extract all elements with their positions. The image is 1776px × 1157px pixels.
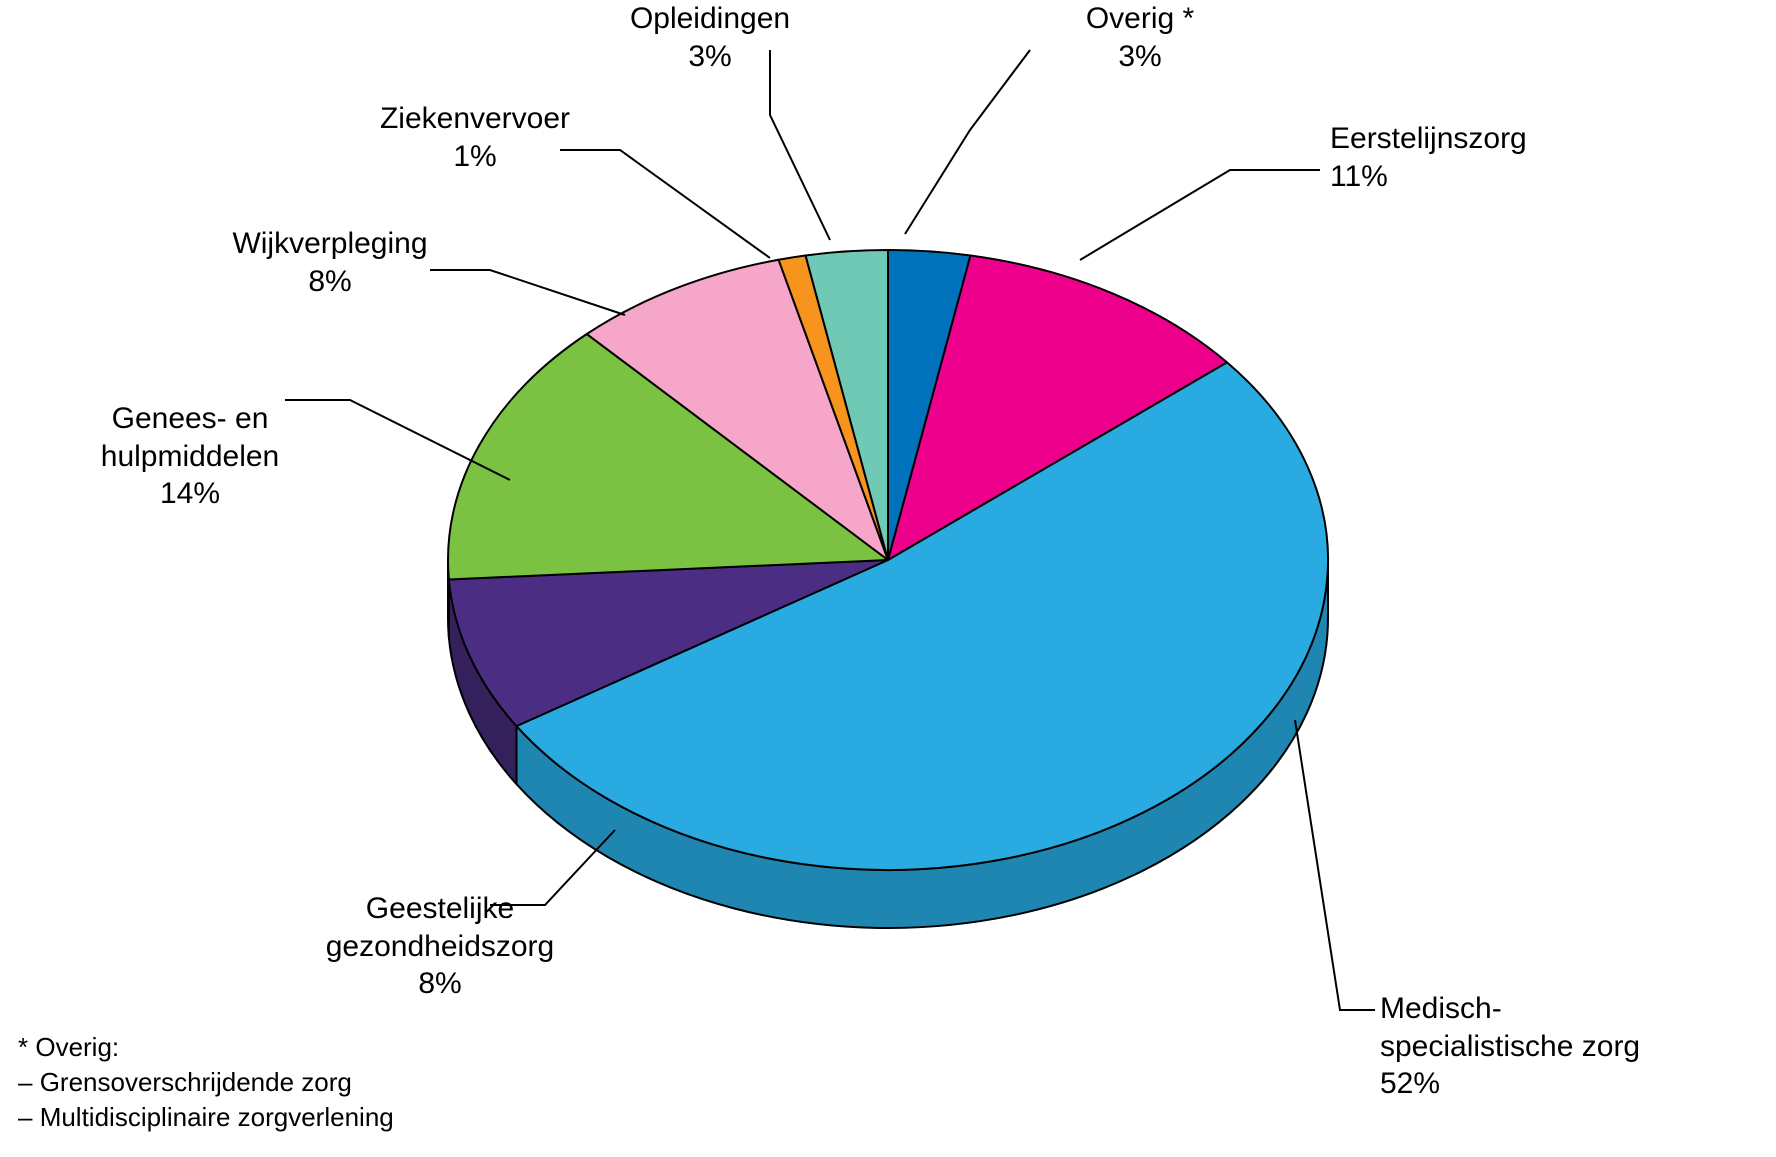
footnote: * Overig: – Grensoverschrijdende zorg – … <box>18 1030 394 1135</box>
footnote-line: – Grensoverschrijdende zorg <box>18 1065 394 1100</box>
leader-opleiding <box>770 50 830 240</box>
label-opleiding: Opleidingen 3% <box>590 0 830 75</box>
leader-overig <box>905 50 1030 234</box>
label-ggz: Geestelijke gezondheidszorg 8% <box>280 890 600 1003</box>
pie-chart-3d: * Overig: – Grensoverschrijdende zorg – … <box>0 0 1776 1157</box>
label-wijk: Wijkverpleging 8% <box>190 225 470 300</box>
leader-medisch <box>1295 720 1375 1010</box>
pie-top <box>448 250 1328 870</box>
label-eerstelijn: Eerstelijnszorg 11% <box>1330 120 1630 195</box>
footnote-line: – Multidisciplinaire zorgverlening <box>18 1100 394 1135</box>
label-vervoer: Ziekenvervoer 1% <box>335 100 615 175</box>
label-overig: Overig * 3% <box>1040 0 1240 75</box>
label-genees: Genees- en hulpmiddelen 14% <box>50 400 330 513</box>
label-medisch: Medisch- specialistische zorg 52% <box>1380 990 1760 1103</box>
footnote-title: * Overig: <box>18 1030 394 1065</box>
leader-eerstelijn <box>1080 170 1320 260</box>
